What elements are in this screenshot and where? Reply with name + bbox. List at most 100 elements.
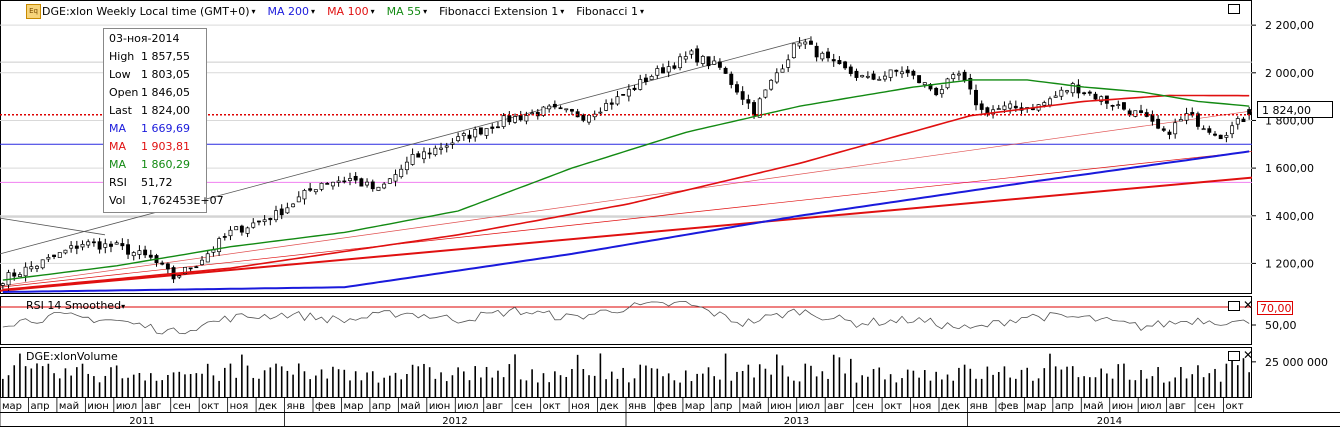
candle-body: [609, 102, 614, 105]
fibonacci-extension-legend[interactable]: Fibonacci Extension 1: [439, 4, 559, 18]
candle-body: [1195, 113, 1200, 127]
ma55-legend[interactable]: MA 55: [386, 4, 422, 18]
month-label: авг: [144, 401, 161, 412]
ohlc-tooltip: 03-ноя-2014 High 1 857,55 Low 1 803,05 Open 1…: [103, 28, 224, 213]
symbol-dropdown-icon[interactable]: ▾: [251, 6, 256, 16]
candle-body: [911, 70, 916, 76]
candle-body: [934, 87, 939, 96]
volume-close-icon[interactable]: ✕: [1243, 348, 1254, 362]
candle-body: [1207, 128, 1212, 133]
month-label: апр: [1055, 401, 1074, 412]
price-tick-label: 2 200,00: [1265, 19, 1314, 32]
candle-body: [52, 254, 57, 257]
candle-body: [228, 229, 233, 237]
candle-body: [900, 71, 904, 75]
year-label: 2011: [129, 416, 154, 427]
tooltip-row-value: 1 903,81: [141, 140, 190, 153]
tooltip-row-value: 1,762453E+07: [141, 194, 224, 207]
candle-body: [348, 178, 352, 181]
rsi-tick-label: 50,00: [1265, 319, 1297, 332]
candle-body: [1048, 98, 1052, 106]
candle-body: [501, 115, 506, 127]
candle-body: [456, 136, 461, 142]
candle-body: [0, 283, 5, 286]
candle-body: [917, 75, 922, 84]
candle-body: [109, 243, 113, 247]
candle-body: [1002, 105, 1007, 110]
tooltip-row-value: 1 860,29: [141, 158, 190, 171]
candle-body: [1065, 90, 1069, 93]
equity-icon[interactable]: Eq: [26, 4, 41, 19]
ma200-dropdown-icon[interactable]: ▾: [311, 6, 316, 16]
price-tick-label: 2 000,00: [1265, 67, 1314, 80]
month-label: сен: [1197, 401, 1215, 412]
candle-body: [587, 114, 591, 123]
candle-body: [410, 154, 415, 165]
candle-body: [615, 96, 620, 105]
tooltip-row-value: 1 669,69: [141, 122, 190, 135]
month-label: авг: [486, 401, 503, 412]
candle-body: [974, 89, 978, 106]
tooltip-row-label: Last: [109, 104, 132, 117]
candle-body: [956, 73, 961, 76]
rsi-panel-title[interactable]: RSI 14 Smoothed▾: [26, 299, 126, 312]
candle-body: [729, 73, 734, 85]
month-label: дек: [258, 401, 277, 412]
tooltip-row-label: MA: [109, 122, 127, 135]
candle-body: [1241, 118, 1246, 123]
candle-body: [621, 94, 626, 96]
main-maximize-icon[interactable]: [1228, 4, 1240, 14]
volume-panel-title[interactable]: DGE:xlonVolume: [26, 350, 118, 363]
price-tick-label: 1 200,00: [1265, 257, 1314, 270]
candle-body: [234, 226, 239, 231]
trend-channel-upper: [0, 37, 811, 255]
candle-body: [683, 56, 688, 60]
month-label: дек: [941, 401, 960, 412]
candle-body: [296, 196, 301, 203]
month-label: июн: [87, 401, 108, 412]
candle-body: [894, 69, 899, 72]
candle-body: [1008, 103, 1013, 109]
candle-body: [865, 75, 870, 78]
month-label: фев: [998, 401, 1019, 412]
candle-body: [63, 249, 68, 254]
month-label: янв: [628, 401, 647, 412]
ma200-legend[interactable]: MA 200: [267, 4, 310, 18]
volume-maximize-icon[interactable]: [1228, 351, 1240, 361]
candle-body: [393, 174, 398, 182]
month-label: мар: [2, 401, 22, 412]
candle-body: [507, 115, 512, 123]
candle-body: [160, 262, 165, 265]
candle-body: [285, 207, 290, 214]
candle-body: [205, 253, 210, 263]
candle-body: [422, 151, 426, 160]
symbol-title[interactable]: DGE:xlon Weekly Local time (GMT+0): [42, 4, 250, 18]
candle-body: [1059, 89, 1064, 97]
ma55-dropdown-icon[interactable]: ▾: [423, 6, 428, 16]
ma100-dropdown-icon[interactable]: ▾: [370, 6, 375, 16]
candle-body: [791, 43, 796, 59]
fibonacci-legend[interactable]: Fibonacci 1: [576, 4, 638, 18]
month-label: май: [742, 401, 762, 412]
candle-body: [854, 70, 859, 78]
candle-body: [757, 98, 762, 118]
candle-body: [467, 134, 472, 139]
candle-body: [530, 112, 535, 115]
ma100-legend[interactable]: MA 100: [327, 4, 369, 18]
fib-dropdown-icon[interactable]: ▾: [639, 6, 644, 16]
fib-ext-dropdown-icon[interactable]: ▾: [560, 6, 565, 16]
candle-body: [1230, 125, 1235, 135]
tooltip-row-label: High: [109, 50, 135, 63]
rsi-maximize-icon[interactable]: [1228, 301, 1240, 311]
candle-body: [183, 266, 187, 275]
candle-body: [678, 56, 683, 69]
candle-body: [905, 69, 910, 74]
tooltip-row-label: Vol: [109, 194, 126, 207]
rsi-close-icon[interactable]: ✕: [1243, 298, 1254, 312]
candle-body: [882, 75, 887, 80]
candle-body: [1201, 128, 1206, 131]
candle-body: [780, 68, 785, 73]
candle-body: [661, 67, 665, 74]
month-label: окт: [543, 401, 561, 412]
tooltip-row-label: MA: [109, 140, 127, 153]
